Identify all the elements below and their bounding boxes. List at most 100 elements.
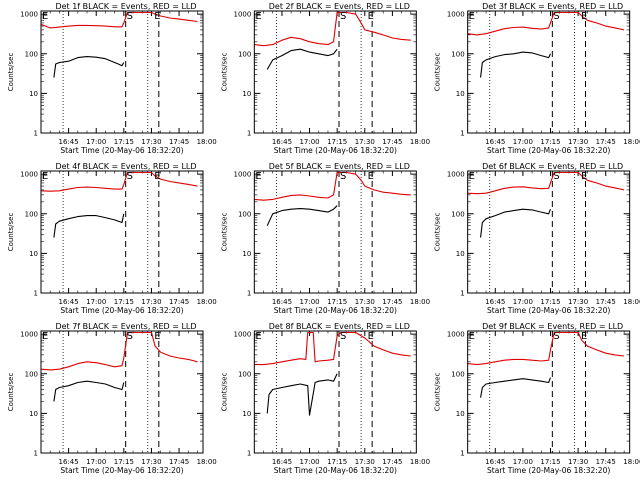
y-tick-label: 100 bbox=[451, 210, 464, 218]
series-line-events bbox=[53, 213, 125, 238]
chart-title: Det 4f BLACK = Events, RED = LLD bbox=[55, 162, 196, 171]
x-tick-label: 17:15 bbox=[327, 138, 347, 146]
annotation-marker-e: E bbox=[581, 171, 587, 182]
y-tick-label: 100 bbox=[25, 370, 38, 378]
x-tick-label: 17:00 bbox=[513, 298, 533, 306]
y-tick-label: 10 bbox=[29, 90, 38, 98]
annotation-marker-e: E bbox=[255, 11, 261, 22]
series-line-events bbox=[53, 56, 125, 78]
plot-frame bbox=[253, 330, 417, 454]
annotation-marker-e: E bbox=[154, 331, 160, 342]
annotation-marker-e: E bbox=[581, 331, 587, 342]
series-line-lld bbox=[467, 11, 625, 36]
x-tick-label: 16:45 bbox=[272, 138, 292, 146]
x-tick-label: 18:00 bbox=[197, 458, 217, 466]
x-tick-label: 17:45 bbox=[596, 138, 616, 146]
series-line-lld bbox=[40, 11, 198, 29]
annotation-marker-e: E bbox=[42, 11, 48, 22]
x-tick-label: 17:15 bbox=[540, 458, 560, 466]
y-tick-label: 1000 bbox=[234, 11, 252, 19]
x-tick-label: 17:30 bbox=[141, 138, 161, 146]
series-line-lld bbox=[40, 171, 198, 192]
chart-title: Det 8f BLACK = Events, RED = LLD bbox=[269, 322, 410, 331]
y-tick-label: 1 bbox=[247, 450, 251, 458]
series-line-events bbox=[266, 205, 338, 226]
annotation-marker-e: E bbox=[469, 171, 475, 182]
x-axis-label: Start Time (20-May-06 18:32:20) bbox=[487, 306, 610, 315]
x-tick-label: 17:30 bbox=[568, 138, 588, 146]
chart-title: Det 7f BLACK = Events, RED = LLD bbox=[55, 322, 196, 331]
series-line-events bbox=[266, 373, 338, 416]
x-tick-label: 17:30 bbox=[355, 458, 375, 466]
annotation-marker-e: E bbox=[368, 171, 374, 182]
y-axis-label: Counts/sec bbox=[7, 53, 15, 92]
y-tick-label: 100 bbox=[451, 50, 464, 58]
annotation-marker-e: E bbox=[368, 331, 374, 342]
x-tick-label: 18:00 bbox=[410, 138, 430, 146]
plot-frame bbox=[253, 170, 417, 294]
x-tick-label: 18:00 bbox=[623, 138, 640, 146]
annotation-marker-e: E bbox=[154, 11, 160, 22]
plot-frame bbox=[40, 10, 204, 134]
series-line-events bbox=[480, 51, 551, 78]
annotation-marker-s: S bbox=[340, 171, 346, 182]
chart-title: Det 3f BLACK = Events, RED = LLD bbox=[482, 2, 623, 11]
annotation-marker-e: E bbox=[255, 331, 261, 342]
y-axis-label: Counts/sec bbox=[7, 213, 15, 252]
x-tick-label: 17:45 bbox=[382, 138, 402, 146]
x-tick-label: 16:45 bbox=[59, 298, 79, 306]
chart-panel-5: Det 5f BLACK = Events, RED = LLD Counts/s… bbox=[220, 162, 430, 315]
x-tick-label: 16:45 bbox=[485, 458, 505, 466]
series-line-lld bbox=[467, 171, 625, 195]
y-tick-label: 1000 bbox=[20, 171, 38, 179]
y-axis-label: Counts/sec bbox=[434, 373, 442, 412]
plot-frame bbox=[40, 170, 204, 294]
x-tick-label: 17:15 bbox=[114, 138, 134, 146]
y-tick-label: 100 bbox=[25, 50, 38, 58]
annotation-marker-s: S bbox=[340, 11, 346, 22]
y-tick-label: 1000 bbox=[234, 331, 252, 339]
annotation-marker-e: E bbox=[255, 171, 261, 182]
plot-frame bbox=[467, 170, 631, 294]
y-tick-label: 1000 bbox=[20, 331, 38, 339]
x-tick-label: 17:00 bbox=[86, 138, 106, 146]
chart-panel-4: Det 4f BLACK = Events, RED = LLD Counts/s… bbox=[7, 162, 217, 315]
chart-panel-1: Det 1f BLACK = Events, RED = LLD Counts/s… bbox=[7, 2, 217, 155]
chart-panel-9: Det 9f BLACK = Events, RED = LLD Counts/s… bbox=[434, 322, 640, 475]
annotation-marker-s: S bbox=[127, 171, 133, 182]
series-line-events bbox=[480, 377, 551, 398]
x-tick-label: 17:45 bbox=[169, 138, 189, 146]
x-tick-label: 17:30 bbox=[141, 298, 161, 306]
x-tick-label: 16:45 bbox=[485, 298, 505, 306]
x-axis-label: Start Time (20-May-06 18:32:20) bbox=[274, 466, 397, 475]
x-tick-label: 17:45 bbox=[382, 458, 402, 466]
x-axis-label: Start Time (20-May-06 18:32:20) bbox=[60, 146, 183, 155]
y-axis-label: Counts/sec bbox=[434, 53, 442, 92]
x-tick-label: 16:45 bbox=[59, 138, 79, 146]
y-tick-label: 1 bbox=[34, 450, 38, 458]
x-tick-label: 18:00 bbox=[410, 298, 430, 306]
y-tick-label: 100 bbox=[238, 210, 251, 218]
annotation-marker-s: S bbox=[127, 331, 133, 342]
series-line-events bbox=[53, 380, 125, 402]
chart-panel-8: Det 8f BLACK = Events, RED = LLD Counts/s… bbox=[220, 322, 430, 475]
y-tick-label: 1000 bbox=[20, 11, 38, 19]
x-tick-label: 17:15 bbox=[114, 298, 134, 306]
chart-panel-6: Det 6f BLACK = Events, RED = LLD Counts/s… bbox=[434, 162, 640, 315]
plot-frame bbox=[40, 330, 204, 454]
y-tick-label: 10 bbox=[29, 410, 38, 418]
x-tick-label: 17:45 bbox=[596, 458, 616, 466]
chart-title: Det 2f BLACK = Events, RED = LLD bbox=[269, 2, 410, 11]
annotation-marker-s: S bbox=[553, 331, 559, 342]
y-axis-label: Counts/sec bbox=[7, 373, 15, 412]
x-tick-label: 17:45 bbox=[169, 458, 189, 466]
y-axis-label: Counts/sec bbox=[220, 213, 228, 252]
y-axis-label: Counts/sec bbox=[220, 53, 228, 92]
y-tick-label: 100 bbox=[238, 370, 251, 378]
series-line-lld bbox=[254, 171, 411, 201]
x-tick-label: 16:45 bbox=[272, 458, 292, 466]
x-tick-label: 17:00 bbox=[299, 298, 319, 306]
x-tick-label: 18:00 bbox=[197, 298, 217, 306]
plot-frame bbox=[253, 10, 417, 134]
plot-frame bbox=[467, 10, 631, 134]
